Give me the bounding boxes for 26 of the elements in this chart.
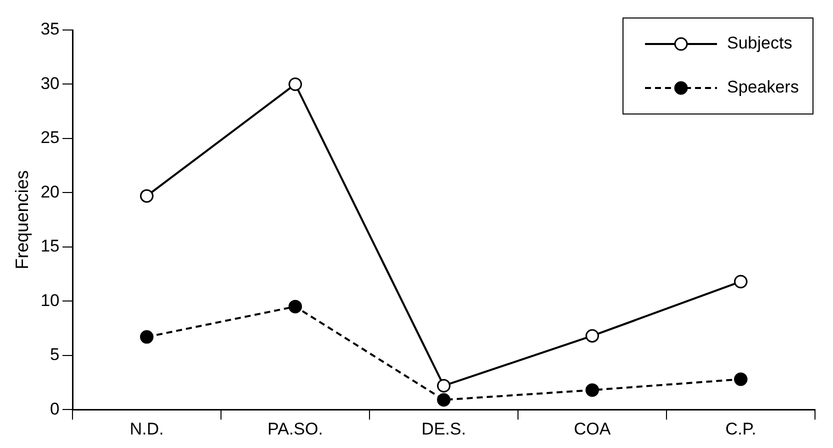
legend-label: Subjects — [727, 34, 792, 53]
point — [140, 330, 154, 344]
y-tick-label: 10 — [40, 290, 60, 310]
x-tick-label: DE.S. — [422, 419, 466, 438]
x-tick-label: C.P. — [725, 419, 756, 438]
point — [734, 274, 748, 288]
y-tick-label: 0 — [50, 399, 60, 418]
point — [437, 378, 451, 392]
point — [437, 393, 451, 407]
y-tick-label: 35 — [40, 20, 60, 39]
y-tick-label: 5 — [50, 345, 60, 364]
point — [288, 300, 302, 314]
point — [140, 189, 154, 203]
y-tick-label: 15 — [40, 236, 60, 256]
x-tick-label: COA — [574, 419, 612, 438]
legend-label: Speakers — [727, 78, 799, 97]
y-tick-label: 20 — [40, 182, 60, 202]
x-tick-label: PA.SO. — [268, 419, 323, 438]
y-tick-label: 25 — [40, 128, 60, 148]
point — [734, 372, 748, 386]
x-tick-label: N.D. — [130, 419, 164, 438]
point — [586, 383, 600, 397]
point — [288, 77, 302, 91]
y-axis-title: Frequencies — [12, 170, 32, 270]
y-tick-label: 30 — [40, 74, 60, 93]
point — [586, 329, 600, 343]
